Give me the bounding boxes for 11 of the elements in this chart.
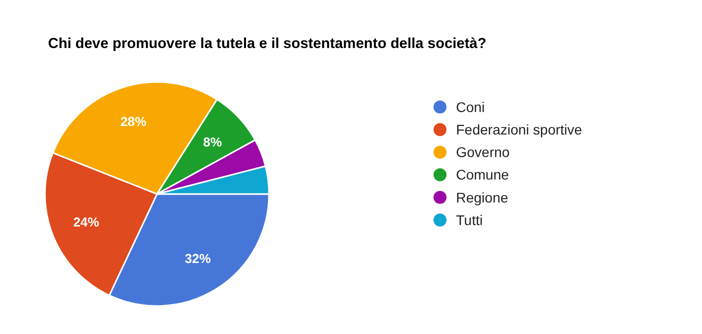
chart-title: Chi deve promuovere la tutela e il sostentamento della società? xyxy=(48,36,486,52)
legend-label: Coni xyxy=(456,98,485,115)
data-label: 8% xyxy=(203,134,222,150)
legend-label: Regione xyxy=(456,189,508,206)
legend-label: Comune xyxy=(456,166,510,183)
legend-label: Federazioni sportive xyxy=(456,122,582,138)
data-label: 32% xyxy=(184,250,212,266)
data-label: 24% xyxy=(73,214,100,230)
data-label: 28% xyxy=(120,114,147,130)
legend-label: Governo xyxy=(456,144,510,160)
legend-label: Tutti xyxy=(456,212,483,228)
